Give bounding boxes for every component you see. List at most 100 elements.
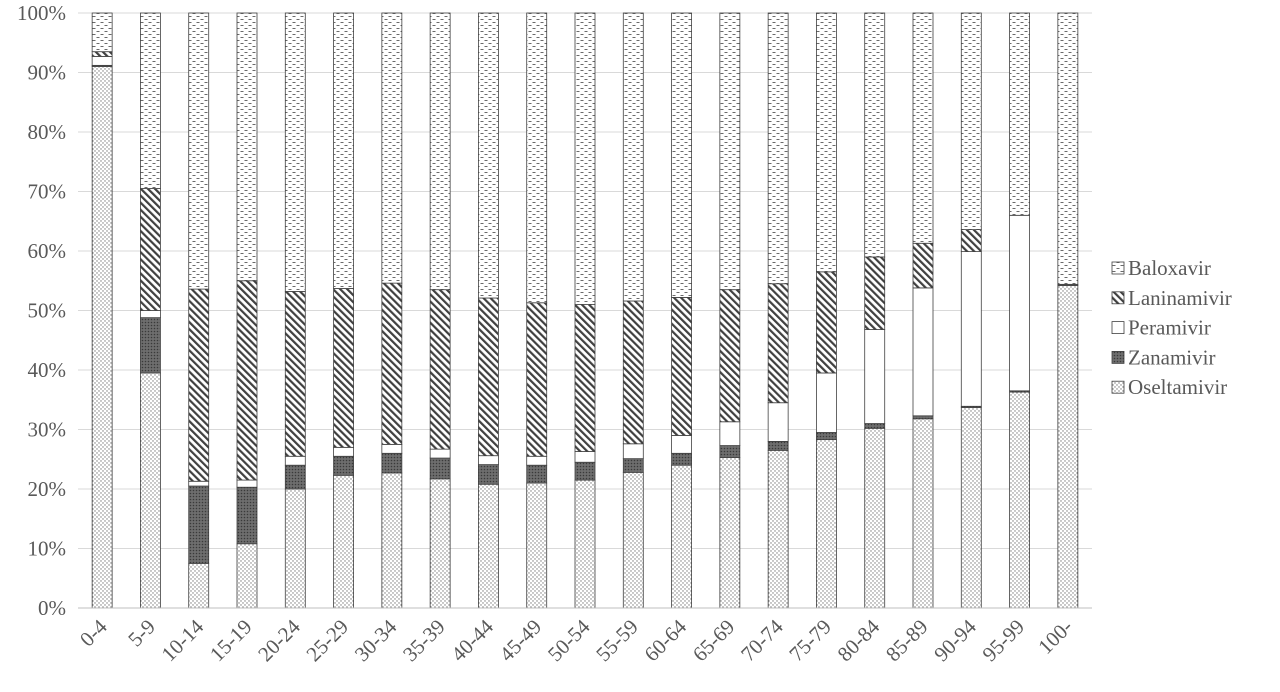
bar-stack-90-94: [961, 13, 981, 608]
y-tick-label: 70%: [28, 180, 67, 204]
bar-segment-oseltamivir-85-89: [913, 419, 933, 608]
legend-label-baloxavir: Baloxavir: [1128, 256, 1211, 280]
bar-segment-zanamivir-55-59: [623, 459, 643, 473]
x-tick-label-90-94: 90-94: [929, 614, 981, 666]
x-tick-label-30-34: 30-34: [350, 614, 402, 666]
bar-segment-laninamivir-30-34: [382, 283, 402, 444]
bar-segment-oseltamivir-95-99: [1010, 392, 1030, 608]
bar-segment-zanamivir-75-79: [816, 432, 836, 439]
y-tick-label: 80%: [28, 120, 67, 144]
bar-stack-60-64: [672, 13, 692, 608]
bar-segment-oseltamivir-90-94: [961, 407, 981, 608]
bar-segment-peramivir-10-14: [189, 481, 209, 486]
bar-segment-zanamivir-45-49: [527, 465, 547, 483]
bar-segment-oseltamivir-100: [1058, 286, 1078, 608]
y-tick-label: 90%: [28, 61, 67, 85]
bar-segment-peramivir-25-29: [334, 447, 354, 456]
legend: Baloxavir Laninamivir Peramivir Zanamivir Os…: [1112, 256, 1232, 399]
bar-stack-45-49: [527, 13, 547, 608]
bar-segment-oseltamivir-40-44: [478, 484, 498, 608]
bar-segment-zanamivir-40-44: [478, 465, 498, 485]
bar-segment-laninamivir-20-24: [285, 291, 305, 456]
bar-segment-laninamivir-55-59: [623, 301, 643, 444]
bar-segment-baloxavir-5-9: [140, 13, 160, 189]
bar-segment-peramivir-85-89: [913, 288, 933, 416]
bar-segment-zanamivir-15-19: [237, 487, 257, 544]
bar-segment-peramivir-50-54: [575, 452, 595, 463]
bars: [92, 13, 1078, 608]
legend-swatch-zanamivir: [1112, 351, 1124, 363]
legend-label-zanamivir: Zanamivir: [1128, 345, 1215, 369]
bar-segment-laninamivir-15-19: [237, 281, 257, 480]
bar-segment-laninamivir-70-74: [768, 284, 788, 403]
x-tick-label-40-44: 40-44: [446, 614, 498, 666]
bar-segment-baloxavir-15-19: [237, 13, 257, 281]
bar-segment-oseltamivir-0-4: [92, 67, 112, 608]
bar-segment-peramivir-5-9: [140, 311, 160, 318]
legend-label-peramivir: Peramivir: [1128, 316, 1211, 340]
legend-label-oseltamivir: Oseltamivir: [1128, 375, 1227, 399]
x-tick-label-5-9: 5-9: [123, 615, 160, 652]
x-tick-label-95-99: 95-99: [977, 615, 1029, 667]
bar-segment-oseltamivir-10-14: [189, 563, 209, 608]
bar-segment-oseltamivir-75-79: [816, 440, 836, 608]
bar-stack-85-89: [913, 13, 933, 608]
bar-stack-50-54: [575, 13, 595, 608]
bar-segment-baloxavir-95-99: [1010, 13, 1030, 215]
legend-item-oseltamivir: Oseltamivir: [1112, 375, 1227, 399]
bar-segment-baloxavir-75-79: [816, 13, 836, 272]
bar-segment-baloxavir-55-59: [623, 13, 643, 301]
bar-segment-oseltamivir-45-49: [527, 483, 547, 608]
bar-segment-oseltamivir-60-64: [672, 465, 692, 608]
bar-segment-peramivir-95-99: [1010, 215, 1030, 391]
bar-stack-65-69: [720, 13, 740, 608]
bar-segment-zanamivir-20-24: [285, 465, 305, 489]
bar-segment-laninamivir-80-84: [865, 257, 885, 330]
bar-segment-zanamivir-80-84: [865, 424, 885, 429]
bar-segment-baloxavir-45-49: [527, 13, 547, 303]
bar-stack-95-99: [1010, 13, 1030, 608]
legend-item-laninamivir: Laninamivir: [1112, 286, 1232, 310]
legend-item-baloxavir: Baloxavir: [1112, 256, 1211, 280]
x-tick-label-70-74: 70-74: [736, 614, 788, 666]
bar-segment-oseltamivir-30-34: [382, 473, 402, 608]
bar-segment-baloxavir-60-64: [672, 13, 692, 297]
bar-segment-baloxavir-90-94: [961, 13, 981, 230]
x-tick-label-50-54: 50-54: [543, 614, 595, 666]
bar-stack-25-29: [334, 13, 354, 608]
bar-segment-peramivir-65-69: [720, 422, 740, 446]
bar-segment-zanamivir-65-69: [720, 446, 740, 458]
x-tick-label-80-84: 80-84: [833, 614, 885, 666]
x-tick-label-20-24: 20-24: [253, 614, 305, 666]
bar-segment-oseltamivir-5-9: [140, 373, 160, 608]
bar-segment-laninamivir-0-4: [92, 52, 112, 57]
bar-stack-0-4: [92, 13, 112, 608]
y-tick-label: 50%: [28, 299, 67, 323]
bar-segment-oseltamivir-15-19: [237, 544, 257, 608]
legend-item-peramivir: Peramivir: [1112, 316, 1211, 340]
bar-segment-peramivir-80-84: [865, 330, 885, 424]
bar-segment-oseltamivir-35-39: [430, 479, 450, 608]
bar-segment-peramivir-40-44: [478, 456, 498, 465]
x-tick-label-65-69: 65-69: [688, 615, 740, 667]
bar-segment-baloxavir-10-14: [189, 13, 209, 289]
bar-segment-laninamivir-60-64: [672, 297, 692, 435]
bar-segment-baloxavir-0-4: [92, 13, 112, 52]
bar-segment-laninamivir-25-29: [334, 288, 354, 447]
bar-stack-10-14: [189, 13, 209, 608]
bar-stack-20-24: [285, 13, 305, 608]
bar-stack-40-44: [478, 13, 498, 608]
bar-stack-75-79: [816, 13, 836, 608]
y-tick-label: 30%: [28, 418, 67, 442]
bar-segment-peramivir-75-79: [816, 373, 836, 433]
bar-segment-baloxavir-85-89: [913, 13, 933, 243]
bar-segment-zanamivir-50-54: [575, 462, 595, 480]
legend-swatch-baloxavir: [1112, 262, 1124, 274]
x-tick-label-35-39: 35-39: [398, 615, 450, 667]
x-tick-label-60-64: 60-64: [639, 614, 691, 666]
bar-stack-80-84: [865, 13, 885, 608]
x-tick-label-100: 100-: [1033, 615, 1077, 659]
bar-stack-35-39: [430, 13, 450, 608]
